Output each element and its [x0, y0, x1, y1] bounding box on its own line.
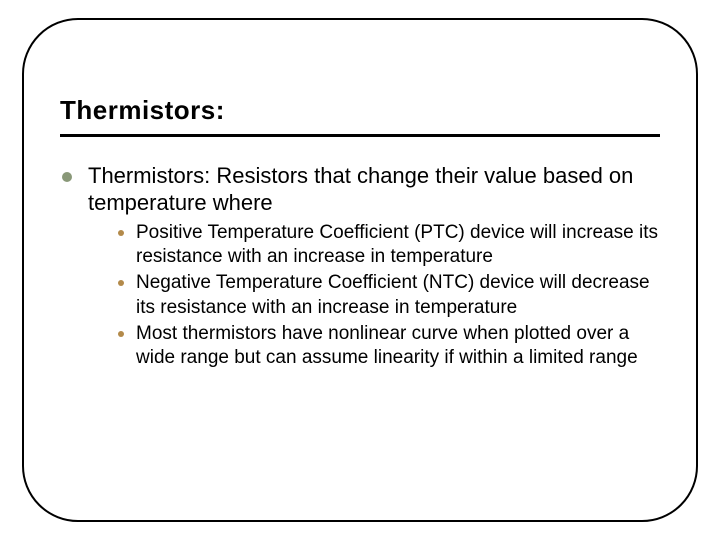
circle-bullet-icon — [62, 172, 72, 182]
slide-title: Thermistors: — [60, 95, 660, 126]
bullet-level2: Negative Temperature Coefficient (NTC) d… — [118, 271, 660, 320]
title-underline — [60, 134, 660, 137]
circle-bullet-icon — [118, 280, 124, 286]
circle-bullet-icon — [118, 331, 124, 337]
circle-bullet-icon — [118, 230, 124, 236]
bullet-level2-text: Negative Temperature Coefficient (NTC) d… — [136, 271, 660, 320]
bullet-level2-list: Positive Temperature Coefficient (PTC) d… — [118, 221, 660, 371]
bullet-level2: Most thermistors have nonlinear curve wh… — [118, 322, 660, 371]
bullet-level1-text: Thermistors: Resistors that change their… — [88, 163, 660, 217]
bullet-level2-text: Most thermistors have nonlinear curve wh… — [136, 322, 660, 371]
bullet-level2: Positive Temperature Coefficient (PTC) d… — [118, 221, 660, 270]
bullet-level2-text: Positive Temperature Coefficient (PTC) d… — [136, 221, 660, 270]
bullet-level1: Thermistors: Resistors that change their… — [60, 163, 660, 217]
slide-content: Thermistors: Thermistors: Resistors that… — [60, 95, 660, 373]
